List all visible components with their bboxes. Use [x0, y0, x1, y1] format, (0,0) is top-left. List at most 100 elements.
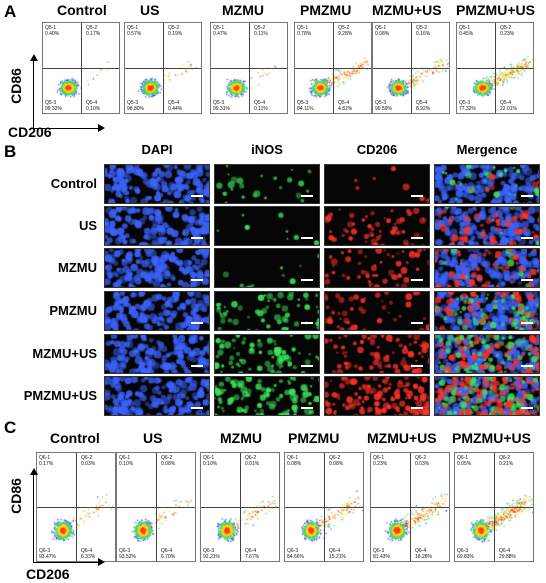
panel-a-q3-label-5: Q5-3 — [459, 100, 471, 106]
panel-c-q4-value-3: 15.21% — [329, 554, 346, 560]
panel-c-q1-value-5: 0.05% — [457, 461, 472, 467]
panel-b-scalebar-4-0 — [191, 365, 203, 367]
panel-a-q4-label-2: Q5-4 — [254, 100, 266, 106]
panel-a-gate-h-3 — [295, 68, 371, 69]
panel-b-signal-3-1 — [215, 292, 319, 330]
panel-b-image-2-3 — [434, 248, 540, 288]
panel-a-x-arrow — [33, 124, 105, 132]
panel-b-signal-2-1 — [215, 249, 319, 287]
panel-c-gate-h-5 — [455, 507, 533, 508]
panel-c-x-arrow — [33, 558, 105, 566]
panel-b-image-3-3 — [434, 291, 540, 331]
panel-b-image-3-0 — [104, 291, 210, 331]
panel-c-q3-label-3: Q6-3 — [287, 548, 299, 554]
panel-b-scalebar-4-1 — [301, 365, 313, 367]
panel-a-q3-value-1: 98.80% — [127, 106, 144, 112]
panel-b-image-3-1 — [214, 291, 320, 331]
panel-c-title-2: MZMU — [220, 430, 262, 446]
panel-b-image-5-3 — [434, 376, 540, 416]
panel-c-q1-value-3: 0.08% — [287, 461, 302, 467]
panel-c-q3-value-2: 92.21% — [203, 554, 220, 560]
panel-c-q2-value-5: 0.21% — [499, 461, 514, 467]
panel-b-signal-1-2 — [325, 207, 429, 245]
panel-a-y-axis-label: CD86 — [7, 68, 24, 104]
panel-c-q2-label-1: Q6-2 — [161, 455, 173, 461]
panel-a-q2-value-3: 9.28% — [338, 31, 353, 37]
panel-c-q3-label-1: Q6-3 — [119, 548, 131, 554]
panel-a-y-arrow — [29, 54, 38, 128]
panel-a-q1-label-3: Q5-1 — [297, 25, 309, 31]
panel-b-signal-0-0 — [105, 165, 209, 203]
panel-b-row-head-2: MZMU — [58, 260, 97, 275]
panel-a-q3-label-0: Q5-3 — [45, 100, 57, 106]
panel-b-scalebar-3-1 — [301, 322, 313, 324]
panel-a-q1-value-4: 0.08% — [375, 31, 390, 37]
panel-c-q3-value-1: 93.52% — [119, 554, 136, 560]
panel-c-q1-label-3: Q6-1 — [287, 455, 299, 461]
panel-b-signal-0-3 — [435, 165, 539, 203]
panel-b-scalebar-5-0 — [191, 407, 203, 409]
panel-a-q1-value-5: 0.45% — [459, 31, 474, 37]
panel-c-q4-value-5: 29.88% — [499, 554, 516, 560]
panel-b-signal-2-0 — [105, 249, 209, 287]
panel-b-signal-2-3 — [435, 249, 539, 287]
panel-c-q4-value-1: 6.70% — [161, 554, 176, 560]
panel-c-q2-value-0: 0.03% — [81, 461, 96, 467]
panel-c-q1-value-2: 0.10% — [203, 461, 218, 467]
panel-b-row-head-3: PMZMU — [49, 303, 97, 318]
panel-b-signal-5-1 — [215, 377, 319, 415]
panel-c-q3-label-2: Q6-3 — [203, 548, 215, 554]
panel-a-q3-value-2: 99.31% — [213, 106, 230, 112]
panel-a-gate-h-0 — [43, 68, 119, 69]
panel-c-gate-h-0 — [37, 507, 115, 508]
panel-c-title-5: PMZMU+US — [452, 430, 531, 446]
panel-c-plot-4: Q6-1 0.23% Q6-2 0.03% Q6-3 81.43% Q6-4 18.28% — [370, 452, 450, 562]
panel-b-scalebar-5-3 — [521, 407, 533, 409]
panel-b-signal-4-0 — [105, 335, 209, 373]
panel-a-q2-value-2: 0.11% — [254, 31, 268, 37]
panel-a-q2-label-3: Q5-2 — [338, 25, 350, 31]
panel-b-image-4-2 — [324, 334, 430, 374]
panel-b-col-head-2: CD206 — [356, 142, 398, 157]
panel-c-q2-label-2: Q6-2 — [245, 455, 257, 461]
panel-c-q3-value-4: 81.43% — [373, 554, 390, 560]
panel-b-scalebar-1-0 — [191, 237, 203, 239]
panel-a-q2-value-4: 0.16% — [416, 31, 431, 37]
panel-b-scalebar-2-3 — [521, 279, 533, 281]
panel-a-q4-value-0: 0.10% — [86, 106, 101, 112]
panel-c-gate-h-1 — [117, 507, 195, 508]
panel-c-plot-1: Q6-1 0.10% Q6-2 0.08% Q6-3 93.52% Q6-4 6.70% — [116, 452, 196, 562]
panel-b-image-3-2 — [324, 291, 430, 331]
panel-c-y-axis-label: CD86 — [7, 478, 24, 514]
panel-c-q4-label-3: Q6-4 — [329, 548, 341, 554]
panel-b-scalebar-3-2 — [411, 322, 423, 324]
panel-c-q4-label-5: Q6-4 — [499, 548, 511, 554]
panel-c-plot-0: Q6-1 0.17% Q6-2 0.03% Q6-3 93.47% Q6-4 6.33% — [36, 452, 116, 562]
panel-c-q2-value-2: 0.01% — [245, 461, 260, 467]
panel-b-signal-5-2 — [325, 377, 429, 415]
panel-a-gate-h-1 — [125, 68, 201, 69]
panel-a-q2-value-1: 0.19% — [168, 31, 183, 37]
panel-a-q4-value-2: 0.11% — [254, 106, 268, 112]
panel-b-image-0-0 — [104, 164, 210, 204]
panel-c-title-0: Control — [50, 430, 100, 446]
panel-b-scalebar-2-2 — [411, 279, 423, 281]
panel-b-scalebar-5-2 — [411, 407, 423, 409]
panel-a-q4-value-5: 22.01% — [500, 106, 517, 112]
panel-b-scalebar-2-1 — [301, 279, 313, 281]
panel-a-q1-label-5: Q5-1 — [459, 25, 471, 31]
panel-b-col-head-3: Mergence — [456, 142, 518, 157]
panel-c-title-4: MZMU+US — [367, 430, 437, 446]
panel-b-image-4-0 — [104, 334, 210, 374]
panel-a-q2-label-4: Q5-2 — [416, 25, 428, 31]
panel-b-signal-5-0 — [105, 377, 209, 415]
panel-a-q4-label-5: Q5-4 — [500, 100, 512, 106]
panel-a-q2-value-0: 0.17% — [86, 31, 101, 37]
panel-a-q3-value-5: 77.32% — [459, 106, 476, 112]
panel-a-title-5: PMZMU+US — [456, 2, 535, 18]
panel-b-signal-3-0 — [105, 292, 209, 330]
panel-b-signal-1-1 — [215, 207, 319, 245]
panel-b-signal-3-2 — [325, 292, 429, 330]
panel-b-signal-4-2 — [325, 335, 429, 373]
panel-c-plot-2: Q6-1 0.10% Q6-2 0.01% Q6-3 92.21% Q6-4 7.67% — [200, 452, 280, 562]
